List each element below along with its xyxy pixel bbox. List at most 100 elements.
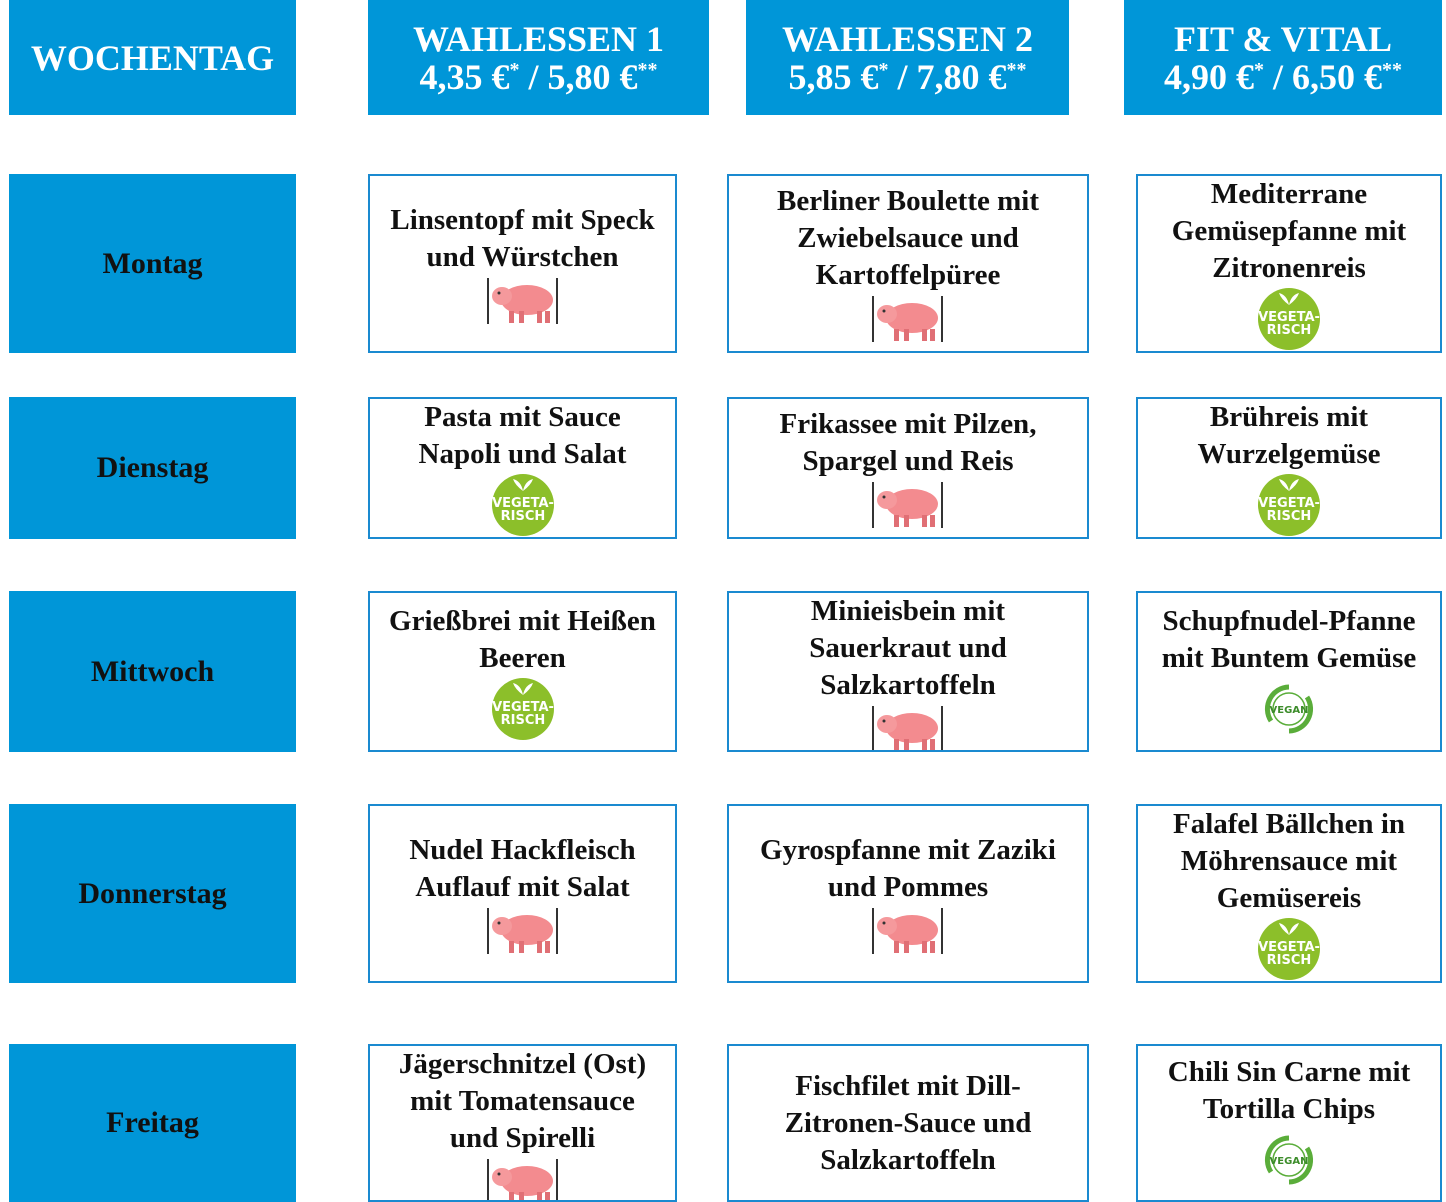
day-name: Dienstag: [96, 451, 209, 484]
price-part: / 7,80 €: [888, 56, 1007, 97]
pig-body: [886, 489, 938, 519]
header-title: WOCHENTAG: [30, 37, 275, 78]
dish-cell: Schupfnudel-Pfanne mit Buntem Gemüse VEGA…: [1136, 591, 1442, 752]
pig-leg: [894, 329, 899, 341]
day-cell: Mittwoch: [9, 591, 296, 752]
vegan-arc: [1288, 1146, 1314, 1185]
dish-text: Fischfilet mit Dill-Zitronen-Sauce und S…: [784, 1069, 1032, 1176]
pig-head: [491, 916, 512, 935]
vegan-arc: [1264, 684, 1290, 722]
pig-leg: [894, 739, 899, 750]
dish-cell: Chili Sin Carne mit Tortilla Chips VEGAN: [1136, 1044, 1442, 1202]
leaf: [1279, 293, 1299, 305]
pig-eye: [497, 1172, 500, 1176]
price-part: / 5,80 €: [519, 56, 638, 97]
pig-body: [500, 1166, 553, 1196]
badge-text: VEGETA-: [1258, 310, 1320, 325]
price-part: *: [878, 58, 889, 81]
badge-circle: [1258, 474, 1320, 536]
header-cell: WAHLESSEN 1 4,35 €* / 5,80 €**: [368, 0, 709, 115]
dish-cell: Fischfilet mit Dill-Zitronen-Sauce und S…: [727, 1044, 1089, 1202]
pig-leg: [544, 310, 550, 323]
pork-icon: [486, 1159, 558, 1200]
badge-text: VEGAN: [1270, 1156, 1309, 1167]
dish-cell: Brühreis mit Wurzelgemüse VEGETA- RISCH: [1136, 397, 1442, 539]
badge-text: RISCH: [500, 509, 545, 524]
badge-text: VEGAN: [1270, 705, 1309, 716]
day-name: Donnerstag: [78, 876, 227, 910]
dish-text: Chili Sin Carne mit Tortilla Chips: [1167, 1056, 1411, 1125]
badge-text: VEGETA-: [1258, 496, 1320, 511]
price: 4,35 €* / 5,80 €**: [419, 58, 657, 96]
dish-text: Nudel Hackfleisch Auflauf mit Salat: [409, 833, 636, 903]
leaf: [1279, 923, 1299, 935]
day-cell: Dienstag: [9, 397, 296, 539]
vegetarian-icon: VEGETA-RISCH: [1258, 474, 1320, 536]
badge-circle: [1258, 288, 1320, 350]
pig-body: [886, 303, 938, 333]
day-cell: Montag: [9, 174, 296, 353]
dish-text: Linsentopf mit Speck und Würstchen: [390, 203, 655, 273]
pig-leg: [518, 310, 524, 323]
pig-leg: [930, 739, 935, 750]
pig-leg: [922, 739, 927, 750]
price-part: 4,90 €: [1163, 56, 1254, 97]
pig-leg: [904, 940, 909, 953]
dish-cell: Berliner Boulette mit Zwiebelsauce und K…: [727, 174, 1089, 353]
vegan-arc: [1288, 695, 1314, 733]
pig-eye: [882, 719, 886, 723]
price-part: 5,85 €: [788, 56, 879, 97]
badge-text: VEGETA-: [1258, 940, 1320, 955]
vegan-ring: [1272, 1143, 1306, 1177]
dish-cell: Nudel Hackfleisch Auflauf mit Salat: [368, 804, 677, 983]
pig-leg: [904, 329, 909, 341]
price: 5,85 €* / 7,80 €**: [788, 58, 1026, 96]
pig-leg: [922, 940, 927, 953]
day-name: Freitag: [106, 1106, 199, 1139]
pig-leg: [930, 940, 935, 953]
badge-circle: [491, 677, 554, 740]
dish-text: Berliner Boulette mit Zwiebelsauce und K…: [776, 185, 1039, 291]
badge-text: RISCH: [1267, 323, 1312, 338]
pig-leg: [894, 515, 899, 527]
pig-leg: [544, 940, 550, 953]
pig-leg: [922, 329, 927, 341]
dish-text: Pasta mit Sauce Napoli und Salat: [418, 401, 627, 470]
price-part: **: [1006, 58, 1027, 81]
dish-cell: Linsentopf mit Speck und Würstchen: [368, 174, 677, 353]
badge-circle: [491, 474, 554, 536]
dish-text: Jägerschnitzel (Ost) mit Tomatensauce un…: [398, 1048, 647, 1154]
dish-cell: Pasta mit Sauce Napoli und Salat VEGETA- R…: [368, 397, 677, 539]
price-part: **: [1382, 58, 1402, 81]
pig-leg: [508, 310, 514, 323]
badge-text: VEGETA-: [492, 700, 554, 715]
pork-icon: [872, 482, 943, 528]
header-cell: WOCHENTAG: [9, 0, 296, 115]
vegan-icon: VEGAN: [1264, 1135, 1314, 1185]
pig-leg: [508, 940, 514, 953]
vegetarian-icon: VEGETA-RISCH: [1258, 918, 1320, 980]
badge-text: RISCH: [1267, 953, 1312, 968]
pig-leg: [508, 1192, 514, 1200]
pork-icon: [872, 296, 943, 342]
pig-leg: [518, 940, 524, 953]
dish-cell: Gyrospfanne mit Zaziki und Pommes: [727, 804, 1089, 983]
pig-leg: [930, 515, 935, 527]
pig-eye: [497, 291, 500, 294]
dish-cell: Jägerschnitzel (Ost) mit Tomatensauce un…: [368, 1044, 677, 1202]
pig-head: [877, 305, 897, 323]
pig-leg: [518, 1192, 524, 1200]
price-part: *: [509, 58, 520, 81]
day-cell: Freitag: [9, 1044, 296, 1202]
price-part: **: [637, 58, 658, 81]
header-title: WAHLESSEN 2: [781, 18, 1034, 59]
dish-cell: Minieisbein mit Sauerkraut und Salzkarto…: [727, 591, 1089, 752]
pig-leg: [922, 515, 927, 527]
pig-leg: [536, 310, 542, 323]
vegan-ring: [1272, 691, 1306, 726]
pig-eye: [882, 309, 886, 313]
pig-head: [877, 491, 897, 509]
pig-leg: [544, 1192, 550, 1200]
pork-icon: [486, 277, 558, 324]
